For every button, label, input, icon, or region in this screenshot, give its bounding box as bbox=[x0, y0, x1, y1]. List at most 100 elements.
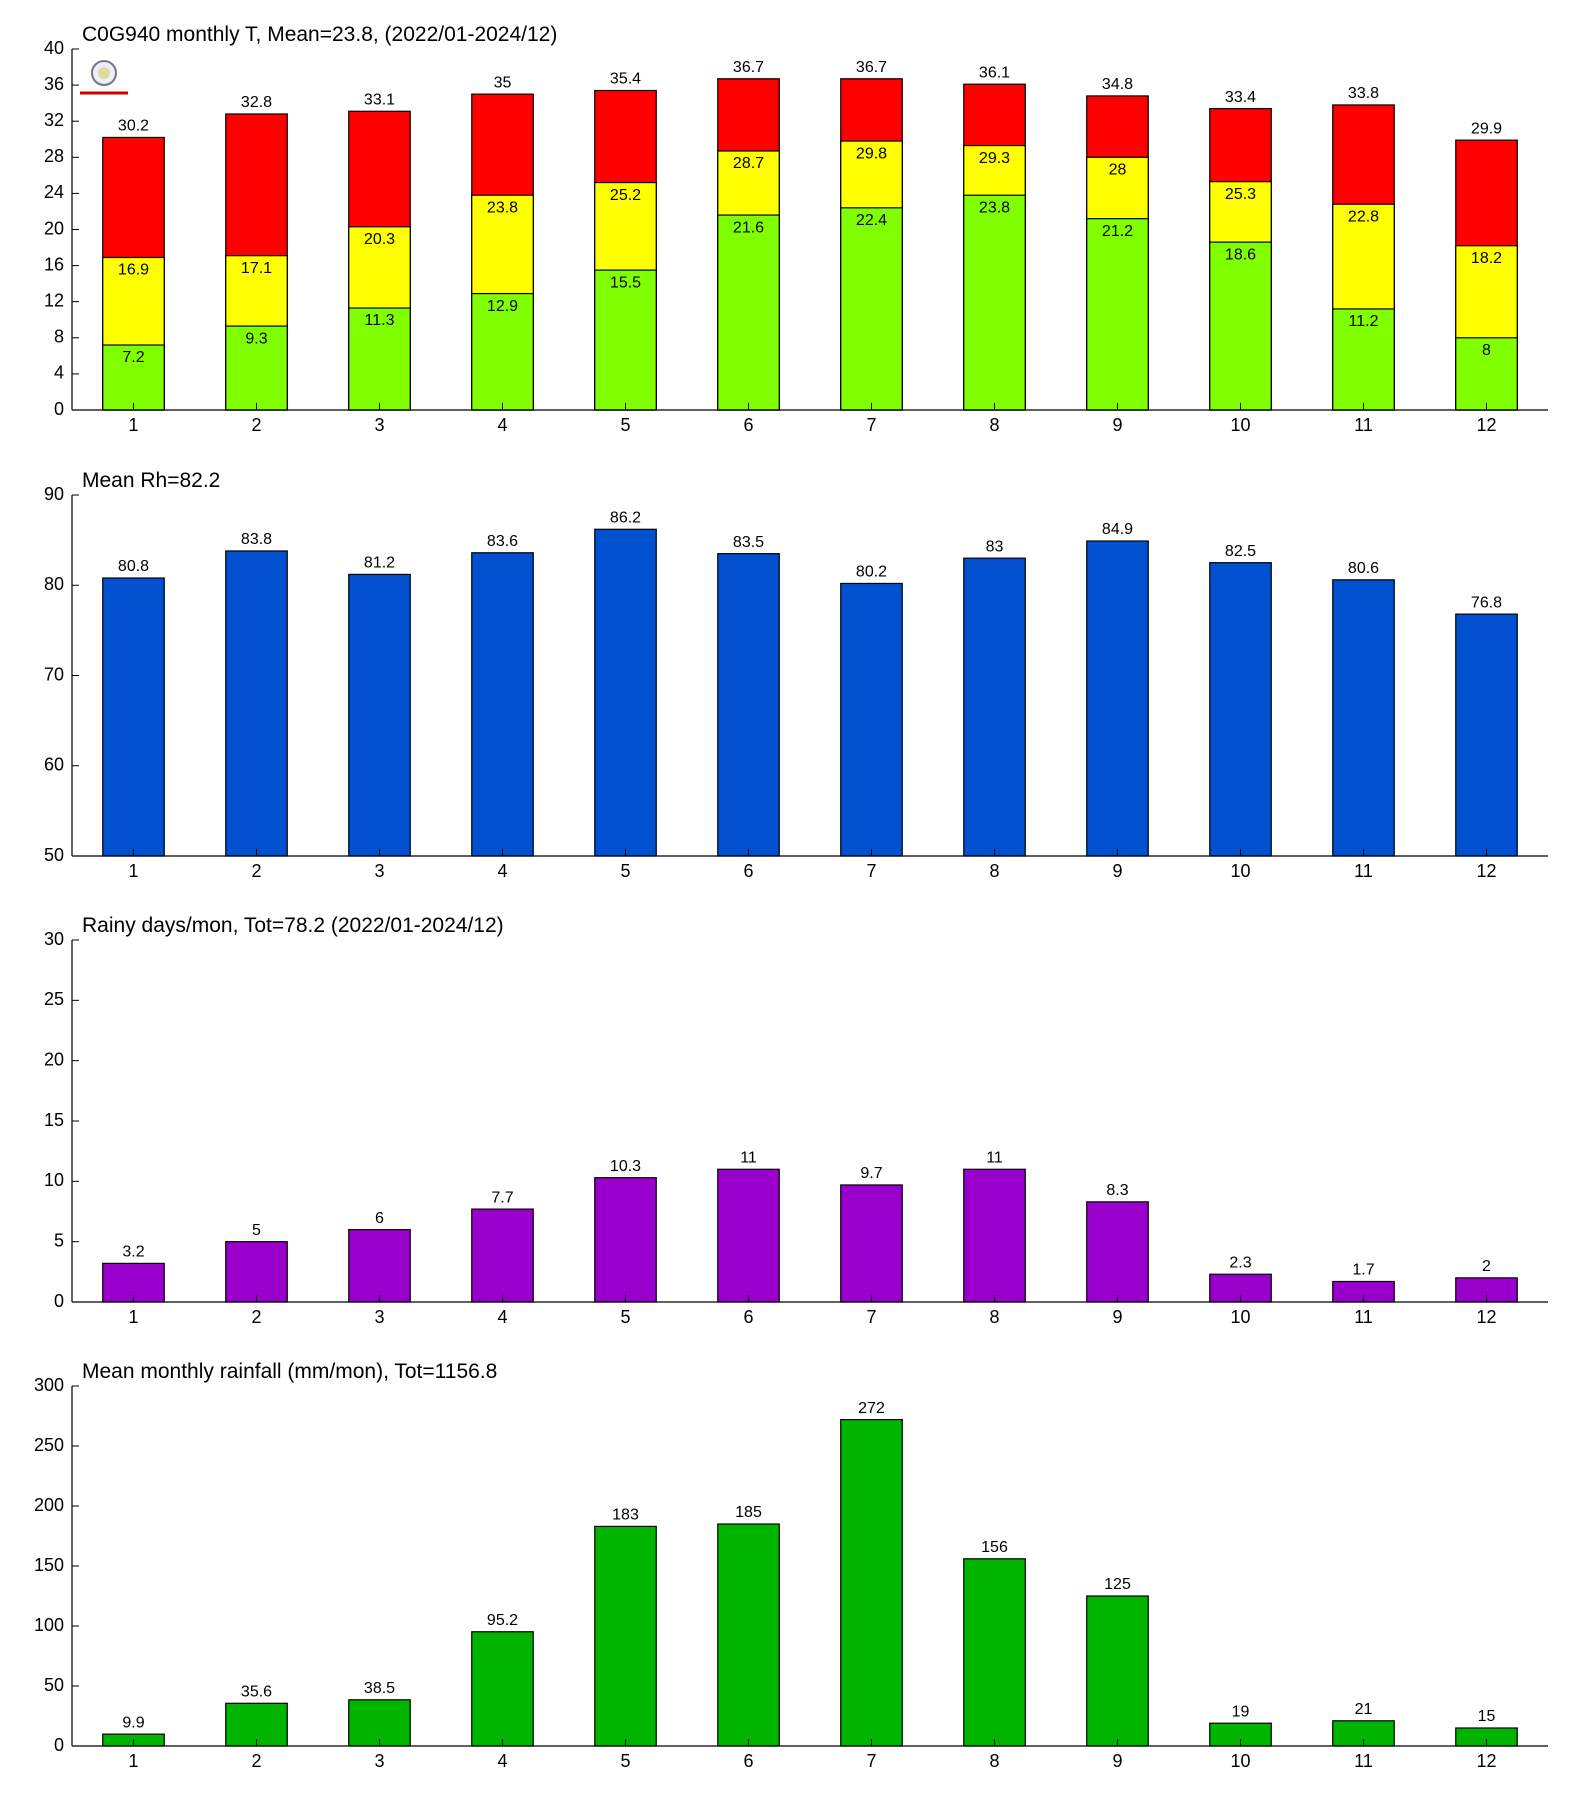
value-label: 35.6 bbox=[241, 1683, 272, 1700]
x-tick-label: 8 bbox=[989, 1751, 999, 1771]
chart-title: C0G940 monthly T, Mean=23.8, (2022/01-20… bbox=[82, 23, 557, 46]
bar bbox=[963, 194, 1026, 411]
y-tick-label: 0 bbox=[54, 1735, 64, 1755]
bar bbox=[594, 1177, 657, 1303]
bar bbox=[225, 1241, 288, 1303]
bar bbox=[1086, 1595, 1149, 1747]
value-label: 29.9 bbox=[1471, 120, 1502, 137]
value-label: 33.1 bbox=[364, 91, 395, 108]
y-tick-label: 20 bbox=[44, 218, 64, 238]
bar bbox=[840, 207, 903, 411]
y-tick-label: 0 bbox=[54, 399, 64, 419]
value-label: 20.3 bbox=[364, 231, 395, 248]
bar bbox=[963, 1558, 1026, 1747]
y-tick-label: 300 bbox=[34, 1375, 64, 1395]
x-tick-label: 4 bbox=[497, 1307, 507, 1327]
x-tick-label: 5 bbox=[620, 415, 630, 435]
value-label: 25.2 bbox=[610, 187, 641, 204]
value-label: 21.6 bbox=[733, 219, 764, 236]
value-label: 8.3 bbox=[1106, 1182, 1128, 1199]
value-label: 33.4 bbox=[1225, 89, 1256, 106]
value-label: 156 bbox=[981, 1539, 1008, 1556]
x-tick-label: 9 bbox=[1112, 415, 1122, 435]
value-label: 185 bbox=[735, 1504, 762, 1521]
x-tick-label: 7 bbox=[866, 1307, 876, 1327]
bar bbox=[594, 1525, 657, 1747]
value-label: 183 bbox=[612, 1507, 639, 1524]
y-tick-label: 40 bbox=[44, 38, 64, 58]
value-label: 11.3 bbox=[365, 312, 395, 329]
x-tick-label: 12 bbox=[1476, 1307, 1496, 1327]
x-tick-label: 4 bbox=[497, 415, 507, 435]
y-tick-label: 28 bbox=[44, 146, 64, 166]
value-label: 9.7 bbox=[860, 1165, 882, 1182]
bar bbox=[348, 1228, 411, 1303]
bar bbox=[225, 550, 288, 857]
bar bbox=[471, 1631, 534, 1747]
y-tick-label: 0 bbox=[54, 1291, 64, 1311]
x-tick-label: 3 bbox=[374, 1751, 384, 1771]
value-label: 33.8 bbox=[1348, 85, 1379, 102]
value-label: 12.9 bbox=[487, 298, 518, 315]
value-label: 36.7 bbox=[733, 59, 764, 76]
bar bbox=[1086, 1201, 1149, 1303]
value-label: 36.1 bbox=[979, 64, 1010, 81]
x-tick-label: 7 bbox=[866, 1751, 876, 1771]
y-tick-label: 8 bbox=[54, 327, 64, 347]
y-tick-label: 36 bbox=[44, 74, 64, 94]
bar bbox=[348, 573, 411, 857]
bar bbox=[840, 582, 903, 857]
value-label: 21.2 bbox=[1102, 223, 1133, 240]
x-tick-label: 10 bbox=[1230, 1751, 1250, 1771]
x-tick-label: 2 bbox=[251, 1307, 261, 1327]
chart-title: Rainy days/mon, Tot=78.2 (2022/01-2024/1… bbox=[82, 914, 504, 937]
x-tick-label: 5 bbox=[620, 1751, 630, 1771]
bar bbox=[717, 1168, 780, 1303]
value-label: 15.5 bbox=[610, 274, 641, 291]
bar bbox=[1086, 540, 1149, 857]
x-tick-label: 11 bbox=[1354, 1751, 1373, 1771]
bar bbox=[471, 292, 534, 411]
value-label: 9.9 bbox=[122, 1714, 144, 1731]
y-tick-label: 250 bbox=[34, 1435, 64, 1455]
value-label: 23.8 bbox=[487, 199, 518, 216]
value-label: 34.8 bbox=[1102, 76, 1133, 93]
x-tick-label: 2 bbox=[251, 1751, 261, 1771]
bar bbox=[471, 1208, 534, 1303]
bar bbox=[348, 1699, 411, 1747]
bar bbox=[717, 214, 780, 411]
value-label: 23.8 bbox=[979, 199, 1010, 216]
y-tick-label: 25 bbox=[44, 989, 64, 1009]
x-tick-label: 6 bbox=[743, 1751, 753, 1771]
y-tick-label: 4 bbox=[54, 363, 64, 383]
chart-title: Mean Rh=82.2 bbox=[82, 469, 220, 492]
value-label: 17.1 bbox=[241, 260, 272, 277]
value-label: 5 bbox=[252, 1222, 261, 1239]
value-label: 80.6 bbox=[1348, 560, 1379, 577]
bar bbox=[963, 557, 1026, 857]
y-tick-label: 50 bbox=[44, 1675, 64, 1695]
value-label: 84.9 bbox=[1102, 521, 1133, 538]
x-tick-label: 9 bbox=[1112, 861, 1122, 881]
value-label: 76.8 bbox=[1471, 594, 1502, 611]
y-tick-label: 70 bbox=[44, 664, 64, 684]
x-tick-label: 6 bbox=[743, 861, 753, 881]
y-tick-label: 24 bbox=[44, 182, 64, 202]
value-label: 15 bbox=[1478, 1708, 1496, 1725]
value-label: 83.8 bbox=[241, 531, 272, 548]
bar bbox=[225, 1702, 288, 1747]
bar bbox=[102, 577, 165, 857]
value-label: 272 bbox=[858, 1400, 885, 1417]
value-label: 35.4 bbox=[610, 71, 641, 88]
value-label: 80.8 bbox=[118, 558, 149, 575]
x-tick-label: 1 bbox=[128, 861, 138, 881]
x-tick-label: 5 bbox=[620, 861, 630, 881]
bar bbox=[717, 553, 780, 857]
value-label: 83 bbox=[986, 538, 1004, 555]
value-label: 18.6 bbox=[1225, 246, 1256, 263]
x-tick-label: 12 bbox=[1476, 1751, 1496, 1771]
y-tick-label: 80 bbox=[44, 574, 64, 594]
value-label: 22.8 bbox=[1348, 208, 1379, 225]
y-tick-label: 5 bbox=[54, 1230, 64, 1250]
x-tick-label: 9 bbox=[1112, 1751, 1122, 1771]
